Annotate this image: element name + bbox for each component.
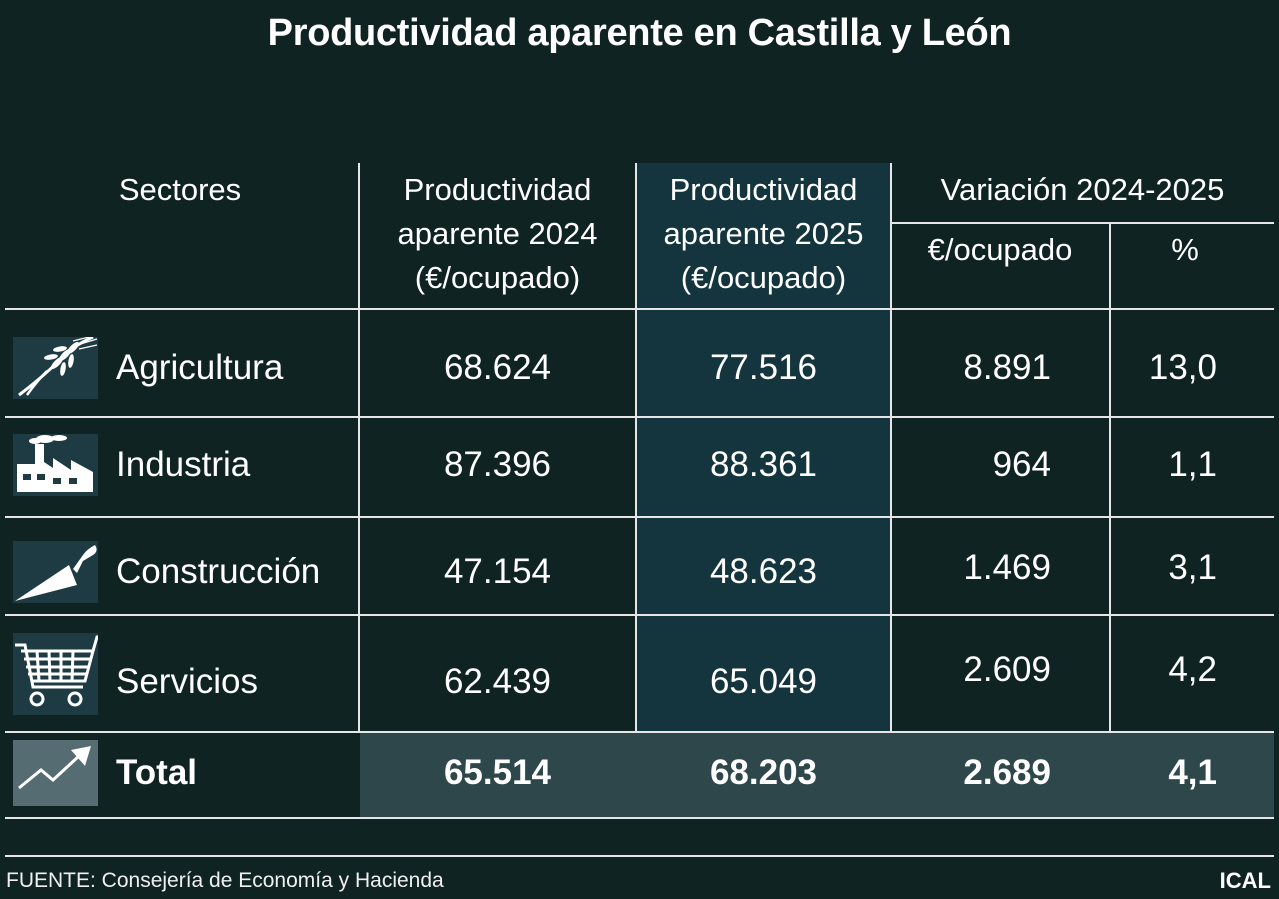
- header-eur-ocupado: €/ocupado: [927, 232, 1073, 267]
- header-productividad-2025: Productividad aparente 2025 (€/ocupado): [637, 168, 890, 300]
- variation-eur: 2.609: [963, 650, 1051, 689]
- value-2024: 87.396: [443, 445, 552, 484]
- header-2025-line-3: (€/ocupado): [680, 260, 847, 295]
- variation-pct: 4,2: [1168, 650, 1217, 689]
- header-productividad-2024: Productividad aparente 2024 (€/ocupado): [360, 168, 635, 300]
- header-variacion: Variación 2024-2025: [940, 172, 1225, 207]
- header-2024-line-3: (€/ocupado): [414, 260, 581, 295]
- variation-pct: 13,0: [1148, 348, 1217, 387]
- variation-eur: 8.891: [963, 348, 1051, 387]
- value-2024: 47.154: [443, 552, 552, 591]
- brand-logo: ICAL: [1219, 868, 1271, 893]
- header-2025-line-2: aparente 2025: [663, 216, 864, 251]
- variation-eur: 1.469: [963, 548, 1051, 587]
- rule-total-bottom: [5, 817, 1274, 819]
- value-2025: 88.361: [709, 445, 818, 484]
- value-2025: 65.049: [709, 662, 818, 701]
- variation-eur: 2.689: [963, 753, 1051, 792]
- rule-header-bottom: [5, 308, 1274, 310]
- value-2024: 68.624: [443, 348, 552, 387]
- variation-pct: 1,1: [1168, 445, 1217, 484]
- sector-name: Agricultura: [116, 348, 284, 387]
- rule-row-1: [5, 416, 1274, 418]
- col-divider-3: [890, 163, 892, 733]
- sector-name: Total: [116, 753, 198, 792]
- rule-variacion: [891, 222, 1274, 224]
- value-2025: 48.623: [709, 552, 818, 591]
- value-2025: 68.203: [709, 753, 818, 792]
- variation-pct: 4,1: [1168, 753, 1217, 792]
- wheat-icon: [13, 337, 98, 399]
- header-pct: %: [1171, 232, 1199, 267]
- rule-row-4: [5, 731, 1274, 733]
- rule-row-2: [5, 516, 1274, 518]
- trowel-icon: [13, 541, 98, 603]
- variation-pct: 3,1: [1168, 548, 1217, 587]
- shopping-cart-icon: [13, 633, 98, 715]
- page-title: Productividad aparente en Castilla y Leó…: [267, 12, 1012, 54]
- source-note: FUENTE: Consejería de Economía y Haciend…: [6, 869, 444, 892]
- header-2025-line-1: Productividad: [669, 172, 858, 207]
- rule-row-3: [5, 614, 1274, 616]
- col-divider-4: [1109, 222, 1111, 733]
- factory-icon: [13, 434, 98, 496]
- sector-name: Servicios: [116, 662, 258, 701]
- col-divider-2: [635, 163, 637, 733]
- col-divider-1: [358, 163, 360, 733]
- total-row-band: [360, 733, 1274, 817]
- highlight-column-2025: [637, 163, 890, 731]
- sector-name: Construcción: [116, 552, 321, 591]
- rule-footer: [5, 855, 1274, 857]
- trend-up-icon: [13, 740, 98, 806]
- header-sectores: Sectores: [118, 172, 242, 207]
- value-2025: 77.516: [709, 348, 818, 387]
- value-2024: 65.514: [443, 753, 552, 792]
- header-2024-line-2: aparente 2024: [397, 216, 598, 251]
- sector-name: Industria: [116, 445, 251, 484]
- variation-eur: 964: [992, 445, 1051, 484]
- header-2024-line-1: Productividad: [403, 172, 592, 207]
- value-2024: 62.439: [443, 662, 552, 701]
